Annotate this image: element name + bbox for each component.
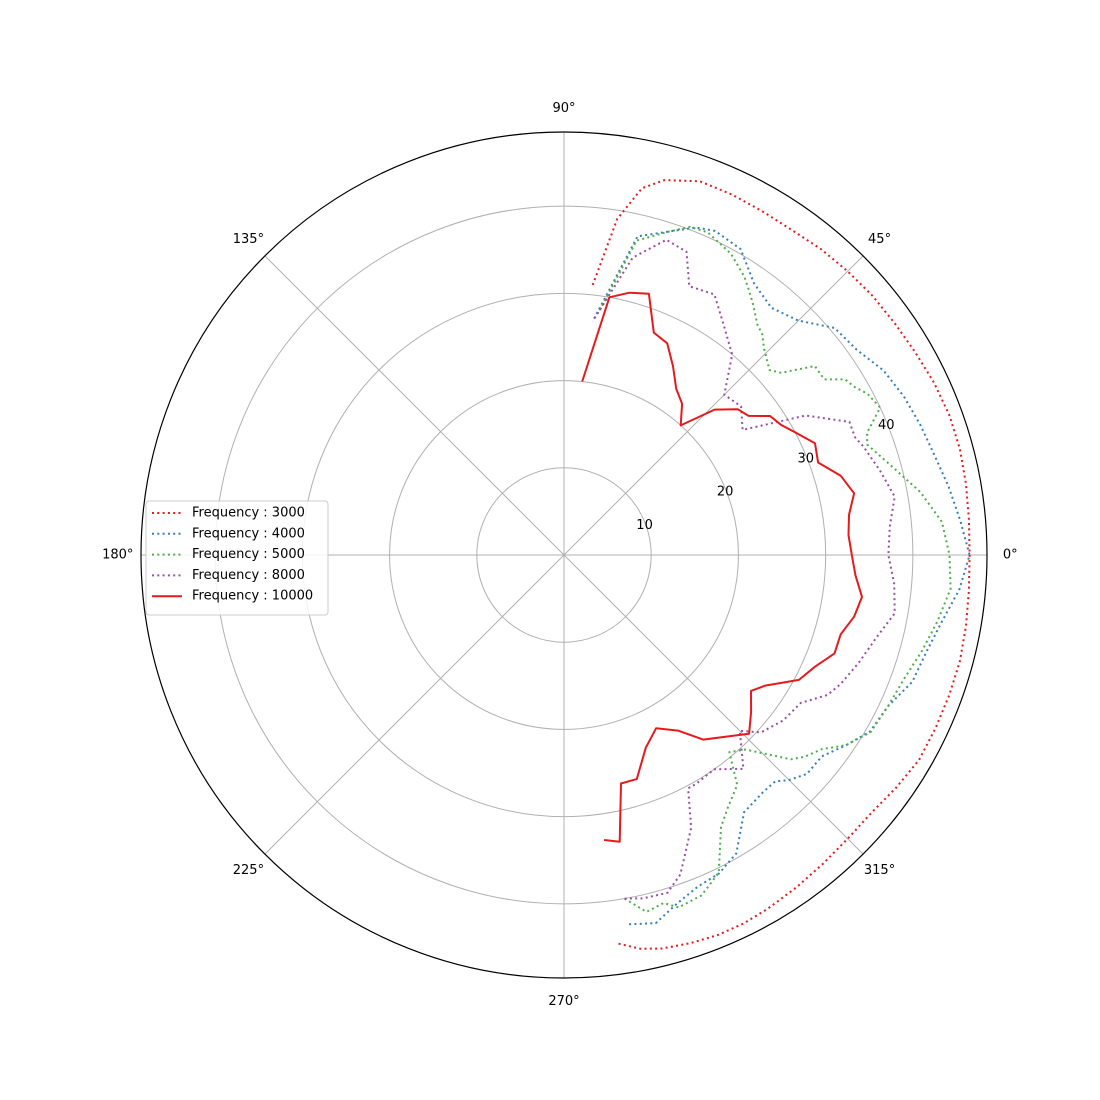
r-tick-label: 40 — [878, 418, 895, 433]
legend-label: Frequency : 3000 — [192, 506, 305, 521]
series-lines — [581, 179, 971, 950]
theta-tick-label: 270° — [548, 994, 579, 1009]
legend-box — [145, 500, 329, 616]
theta-tick-label: 135° — [233, 232, 264, 247]
theta-grid-line-315 — [563, 554, 864, 855]
polar-frame — [140, 131, 988, 979]
theta-tick-label: 90° — [552, 101, 575, 116]
theta-tick-label: 45° — [868, 232, 891, 247]
theta-grid-line-45 — [563, 255, 864, 556]
theta-tick-label: 0° — [1003, 548, 1018, 563]
series-line-3 — [597, 225, 952, 913]
legend-label: Frequency : 5000 — [192, 547, 305, 562]
legend-label: Frequency : 10000 — [192, 589, 313, 604]
series-line-2 — [591, 226, 971, 926]
theta-tick-label: 180° — [102, 548, 133, 563]
legend: Frequency : 3000 Frequency : 4000 Frequenc… — [145, 500, 329, 616]
r-tick-label: 20 — [717, 485, 734, 500]
polar-grid — [141, 132, 987, 978]
theta-grid-line-225 — [264, 554, 565, 855]
legend-label: Frequency : 8000 — [192, 568, 305, 583]
theta-tick-label: 315° — [864, 863, 895, 878]
legend-label: Frequency : 4000 — [192, 526, 305, 541]
series-line-5 — [581, 291, 863, 843]
r-tick-label: 10 — [636, 518, 653, 533]
theta-tick-label: 225° — [233, 863, 264, 878]
tick-labels: 0° 45° 90° 135° 180° 225° 270° 315° 10 20 30 40 — [102, 101, 1018, 1009]
series-line-1 — [591, 179, 971, 950]
theta-grid-line-135 — [264, 255, 565, 556]
r-tick-label: 30 — [797, 451, 814, 466]
